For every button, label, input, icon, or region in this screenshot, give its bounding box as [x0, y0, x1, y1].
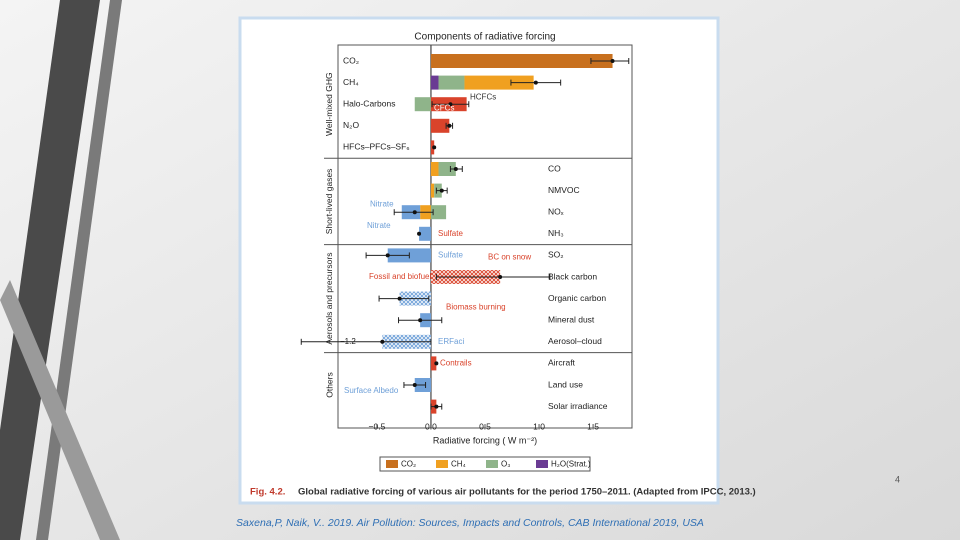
group-label: Short-lived gases — [324, 169, 334, 235]
bar-segment — [464, 75, 534, 90]
row-label: CO₂ — [343, 55, 359, 65]
row-label: NMVOC — [548, 185, 580, 195]
row-label: CH₄ — [343, 77, 359, 87]
total-marker — [533, 80, 538, 85]
total-marker — [417, 231, 422, 236]
row-label: Land use — [548, 379, 583, 389]
caption-label: Fig. 4.2. — [250, 487, 285, 498]
total-marker — [439, 188, 444, 193]
legend-swatch — [486, 460, 498, 468]
legend-swatch — [536, 460, 548, 468]
annotation: ERFaci — [438, 337, 464, 346]
total-marker — [453, 167, 458, 171]
bar-segment — [430, 356, 437, 371]
annotation: Sulfate — [438, 229, 463, 238]
legend-swatch — [386, 460, 398, 468]
row-label: Aerosol–cloud — [548, 336, 602, 346]
page-number: 4 — [895, 474, 900, 484]
row-label: Halo-Carbons — [343, 98, 395, 108]
annotation: Sulfate — [438, 251, 463, 260]
bar-segment — [430, 183, 435, 198]
group-label: Well-mixed GHG — [324, 72, 334, 136]
bar-segment — [414, 97, 431, 112]
annotation: HCFCs — [470, 92, 496, 101]
annotation: Biomass burning — [446, 303, 506, 312]
row-label: N₂O — [343, 120, 359, 130]
annotation: Contrails — [440, 359, 472, 368]
bar-segment — [430, 75, 439, 90]
row-label: SO₂ — [548, 250, 564, 260]
total-marker — [610, 59, 615, 63]
x-tick-label: 0.5 — [479, 421, 491, 431]
row-label: NH₃ — [548, 228, 564, 238]
legend-label: O₃ — [501, 460, 510, 469]
total-marker — [434, 404, 439, 409]
row-label: Organic carbon — [548, 293, 606, 303]
annotation: −1.2 — [340, 337, 356, 346]
decor-stripe — [0, 0, 100, 540]
legend-label: CH₄ — [451, 460, 466, 469]
x-tick-label: 1.5 — [587, 421, 599, 431]
total-marker — [380, 339, 385, 344]
row-label: Mineral dust — [548, 314, 595, 324]
total-marker — [434, 361, 439, 366]
legend-label: CO₂ — [401, 460, 416, 469]
total-marker — [448, 102, 453, 107]
total-marker — [385, 253, 390, 258]
bar-segment — [419, 226, 431, 241]
legend-box — [379, 456, 591, 472]
citation: Saxena,P, Naik, V.. 2019. Air Pollution:… — [236, 517, 704, 529]
total-marker — [397, 296, 402, 301]
row-label: Solar irradiance — [548, 401, 608, 411]
bar-segment — [430, 205, 447, 220]
row-label: NOₓ — [548, 206, 564, 216]
decor-stripe — [0, 280, 120, 540]
legend-swatch — [436, 460, 448, 468]
group-label: Aerosols and precursors — [324, 253, 334, 345]
x-tick-label: −0.5 — [369, 421, 386, 431]
row-label: Black carbon — [548, 271, 597, 281]
group-label: Others — [324, 372, 334, 398]
figure-frame — [238, 16, 720, 505]
x-tick-label: 1.0 — [533, 421, 545, 431]
annotation: Nitrate — [367, 221, 391, 230]
annotation: CFCs — [434, 103, 454, 112]
caption: Global radiative forcing of various air … — [298, 487, 756, 498]
total-marker — [412, 210, 417, 215]
row-label: CO — [548, 163, 561, 173]
x-axis-label: Radiative forcing ( W m⁻²) — [433, 435, 537, 445]
total-marker — [412, 383, 417, 387]
legend-label: H₂O(Strat.) — [551, 460, 591, 469]
total-marker — [447, 123, 452, 128]
annotation: Nitrate — [370, 199, 394, 208]
bar-segment — [438, 75, 465, 90]
total-marker — [418, 318, 423, 323]
bar-segment — [430, 162, 439, 176]
bar-segment — [430, 118, 450, 133]
chart-title: Components of radiative forcing — [414, 32, 555, 43]
annotation: Fossil and biofuel — [369, 272, 431, 281]
bar-segment — [430, 54, 613, 68]
total-marker — [432, 145, 437, 150]
row-label: HFCs–PFCs–SF₆ — [343, 142, 410, 152]
row-label: Aircraft — [548, 358, 576, 368]
bar-segment — [438, 162, 456, 176]
annotation: Surface Albedo — [344, 386, 399, 395]
annotation: BC on snow — [488, 253, 531, 262]
total-marker — [498, 275, 503, 279]
